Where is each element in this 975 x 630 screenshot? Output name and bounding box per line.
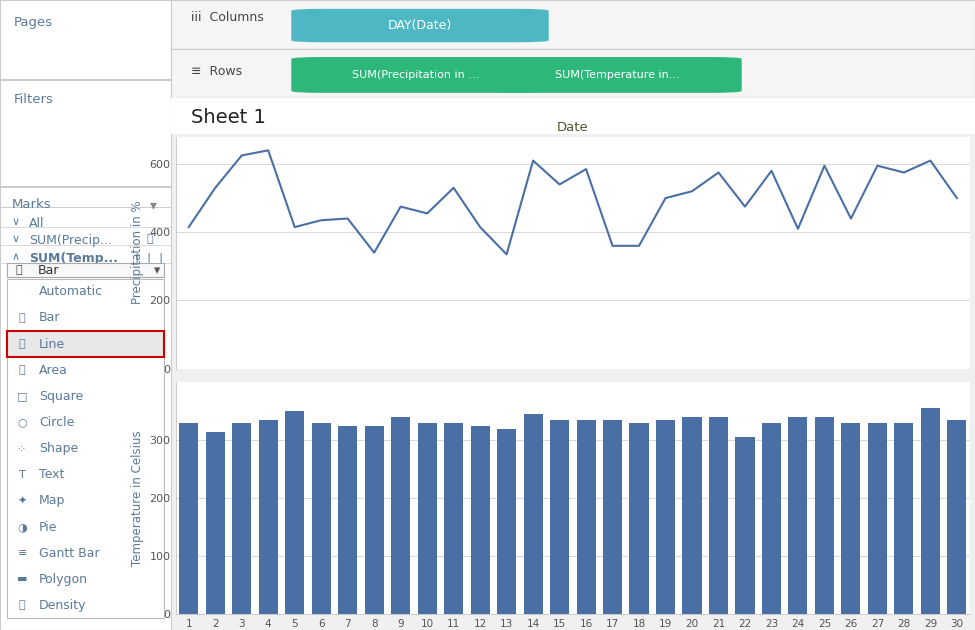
Text: Square: Square (39, 390, 84, 403)
Bar (524, 415, 543, 614)
Bar (365, 426, 384, 614)
Text: Gantt Bar: Gantt Bar (39, 547, 99, 559)
Text: All: All (29, 217, 45, 230)
Text: Pages: Pages (14, 16, 53, 28)
Text: ⁘: ⁘ (18, 444, 27, 454)
Bar (497, 429, 516, 614)
Bar (789, 417, 807, 614)
Text: ⦀: ⦀ (16, 265, 22, 275)
Text: Area: Area (39, 364, 68, 377)
Text: ✦: ✦ (18, 496, 27, 506)
Bar (417, 423, 437, 614)
Text: ≡: ≡ (18, 548, 27, 558)
Text: ▾: ▾ (154, 264, 160, 277)
Bar (948, 420, 966, 614)
Text: ○: ○ (18, 418, 27, 428)
Text: ∨: ∨ (12, 217, 20, 227)
FancyBboxPatch shape (292, 57, 540, 93)
Bar (682, 417, 702, 614)
Text: ∧: ∧ (12, 252, 20, 262)
Text: Map: Map (39, 495, 65, 507)
Text: SUM(Temperature in...: SUM(Temperature in... (555, 70, 680, 80)
Text: Marks: Marks (12, 198, 52, 211)
Text: T: T (19, 470, 25, 480)
Bar (709, 417, 728, 614)
Y-axis label: Temperature in Celsius: Temperature in Celsius (131, 430, 144, 566)
Bar (312, 423, 331, 614)
Bar (603, 420, 622, 614)
Text: Bar: Bar (39, 311, 60, 324)
Text: Text: Text (39, 468, 64, 481)
Bar (656, 420, 675, 614)
Text: |: | (158, 252, 163, 265)
Text: ⦀: ⦀ (19, 313, 25, 323)
Text: Circle: Circle (39, 416, 75, 429)
Bar (841, 423, 861, 614)
Text: 〜: 〜 (19, 339, 25, 349)
Y-axis label: Precipitation in %: Precipitation in % (131, 201, 144, 304)
Text: SUM(Precip...: SUM(Precip... (29, 234, 112, 248)
Text: SUM(Temp...: SUM(Temp... (29, 252, 118, 265)
Bar (815, 417, 834, 614)
Text: ⌒: ⌒ (19, 365, 25, 375)
Text: Automatic: Automatic (39, 285, 103, 299)
Text: |: | (146, 252, 150, 265)
Bar (630, 423, 648, 614)
Text: Bar: Bar (37, 264, 59, 277)
Bar (285, 411, 304, 614)
Bar (338, 426, 357, 614)
Bar (179, 423, 198, 614)
Text: iii  Columns: iii Columns (191, 11, 263, 24)
Bar (206, 432, 225, 614)
Text: ≡  Rows: ≡ Rows (191, 65, 242, 77)
Text: |: | (135, 252, 138, 265)
Bar (735, 437, 755, 614)
Bar (920, 408, 940, 614)
Text: ∨: ∨ (12, 234, 20, 244)
Text: Shape: Shape (39, 442, 79, 455)
Bar (471, 426, 489, 614)
Text: Line: Line (39, 338, 65, 351)
Text: Pie: Pie (39, 520, 58, 534)
Bar (444, 423, 463, 614)
Bar (232, 423, 252, 614)
FancyBboxPatch shape (7, 331, 164, 357)
Bar (391, 417, 410, 614)
Text: ◑: ◑ (18, 522, 27, 532)
Text: 〜: 〜 (147, 234, 153, 244)
Text: Density: Density (39, 599, 87, 612)
Text: ▬: ▬ (17, 575, 27, 584)
Text: SUM(Precipitation in ...: SUM(Precipitation in ... (352, 70, 480, 80)
FancyBboxPatch shape (7, 263, 164, 277)
Bar (894, 423, 914, 614)
Text: ▾: ▾ (150, 198, 157, 212)
Bar (576, 420, 596, 614)
Bar (258, 420, 278, 614)
Text: Polygon: Polygon (39, 573, 89, 586)
Text: Filters: Filters (14, 93, 54, 106)
Bar (550, 420, 569, 614)
Text: DAY(Date): DAY(Date) (388, 19, 452, 32)
Text: □: □ (17, 391, 27, 401)
Text: ⬭: ⬭ (19, 600, 25, 610)
Title: Date: Date (557, 121, 589, 134)
FancyBboxPatch shape (292, 9, 549, 42)
Bar (761, 423, 781, 614)
Bar (868, 423, 887, 614)
FancyBboxPatch shape (492, 57, 742, 93)
Text: Sheet 1: Sheet 1 (191, 108, 265, 127)
FancyBboxPatch shape (7, 279, 164, 619)
